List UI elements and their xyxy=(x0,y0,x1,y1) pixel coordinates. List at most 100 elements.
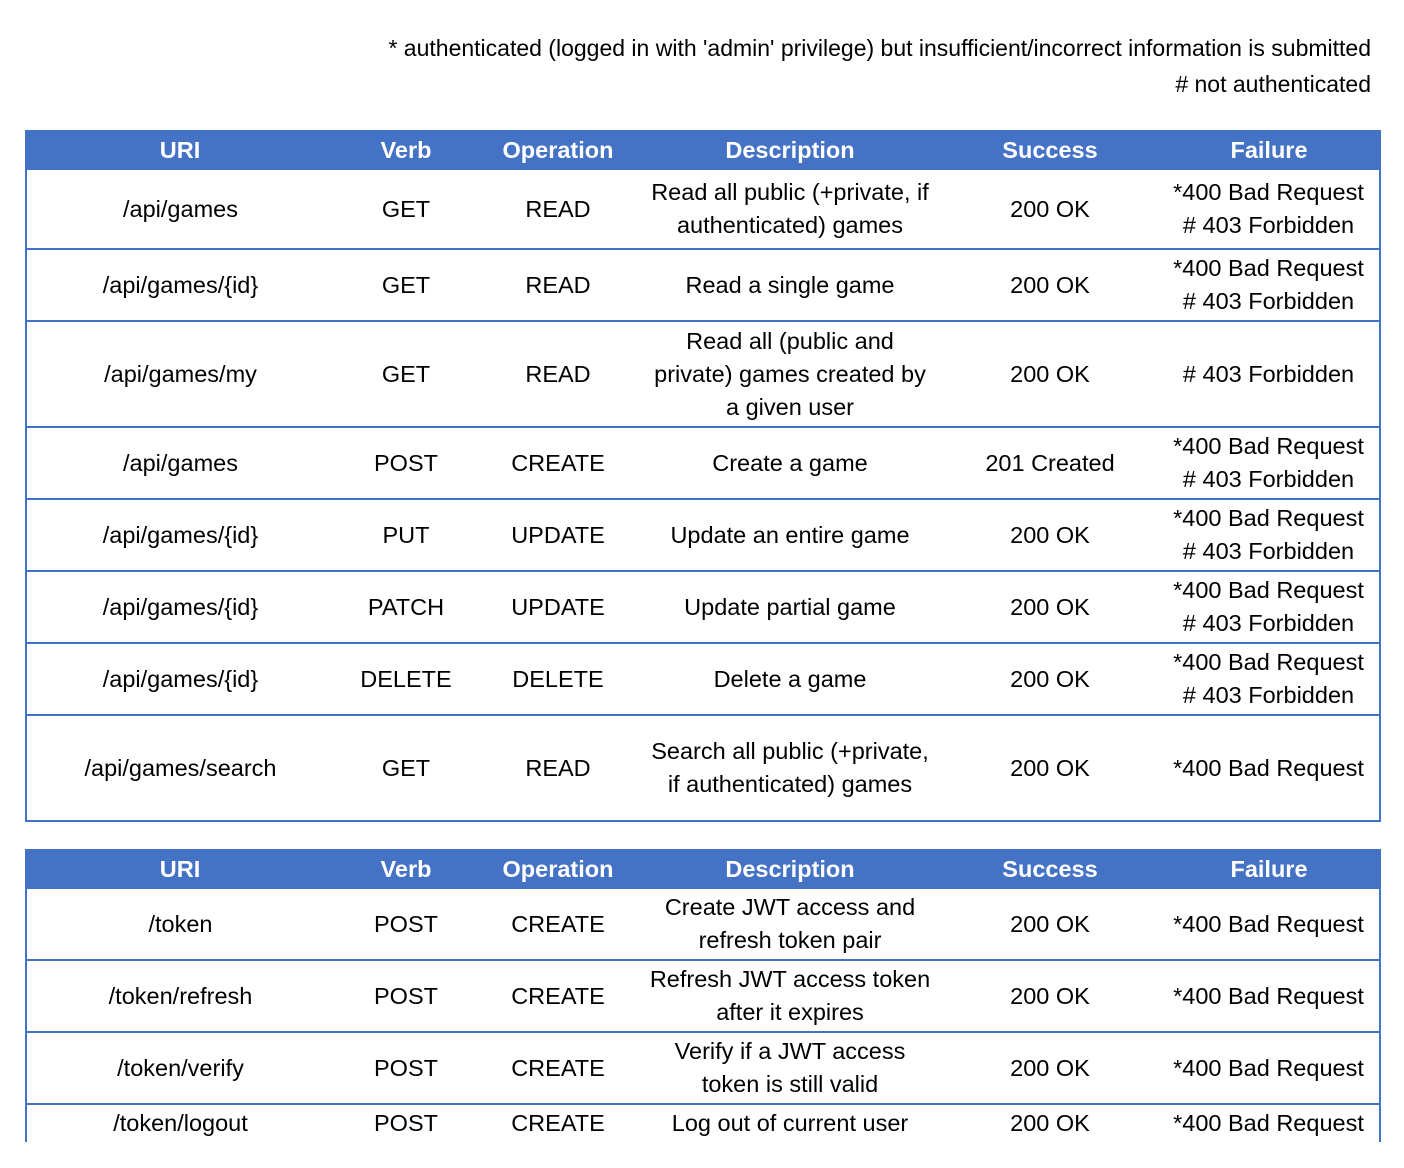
description-cell: Read a single game xyxy=(638,248,942,322)
success-cell: 200 OK xyxy=(942,570,1158,644)
description-cell: Read all (public and private) games creat… xyxy=(638,320,942,428)
operation-cell: READ xyxy=(478,714,638,822)
success-cell: 200 OK xyxy=(942,887,1158,961)
description-cell: Log out of current user xyxy=(638,1103,942,1142)
uri-cell: /token/verify xyxy=(25,1031,334,1105)
failure-cell: *400 Bad Request # 403 Forbidden xyxy=(1158,426,1381,500)
table-row: /api/games/{id} PUT UPDATE Update an ent… xyxy=(25,498,1381,572)
verb-cell: POST xyxy=(334,426,478,500)
operation-cell: UPDATE xyxy=(478,570,638,644)
table-row: /token/refresh POST CREATE Refresh JWT a… xyxy=(25,959,1381,1033)
table-row: /api/games/my GET READ Read all (public … xyxy=(25,320,1381,428)
failure-cell: *400 Bad Request # 403 Forbidden xyxy=(1158,248,1381,322)
table-header-row: URI Verb Operation Description Success F… xyxy=(25,849,1381,889)
success-cell: 200 OK xyxy=(942,498,1158,572)
verb-cell: GET xyxy=(334,248,478,322)
failure-cell: *400 Bad Request xyxy=(1158,714,1381,822)
verb-cell: GET xyxy=(334,168,478,250)
uri-cell: /api/games/{id} xyxy=(25,642,334,716)
verb-cell: PUT xyxy=(334,498,478,572)
description-cell: Read all public (+private, if authenticat… xyxy=(638,168,942,250)
verb-cell: POST xyxy=(334,1103,478,1142)
operation-cell: CREATE xyxy=(478,426,638,500)
success-cell: 200 OK xyxy=(942,642,1158,716)
operation-cell: CREATE xyxy=(478,887,638,961)
legend: * authenticated (logged in with 'admin' … xyxy=(388,30,1371,102)
header-operation: Operation xyxy=(477,130,639,170)
failure-cell: *400 Bad Request # 403 Forbidden xyxy=(1158,570,1381,644)
table-row: /api/games/search GET READ Search all pu… xyxy=(25,714,1381,822)
verb-cell: GET xyxy=(334,320,478,428)
header-success: Success xyxy=(941,849,1159,889)
failure-cell: *400 Bad Request xyxy=(1158,1103,1381,1142)
operation-cell: READ xyxy=(478,320,638,428)
uri-cell: /api/games/search xyxy=(25,714,334,822)
success-cell: 200 OK xyxy=(942,168,1158,250)
success-cell: 201 Created xyxy=(942,426,1158,500)
uri-cell: /token xyxy=(25,887,334,961)
description-cell: Update an entire game xyxy=(638,498,942,572)
failure-cell: *400 Bad Request xyxy=(1158,887,1381,961)
description-cell: Update partial game xyxy=(638,570,942,644)
uri-cell: /api/games xyxy=(25,426,334,500)
header-uri: URI xyxy=(25,130,335,170)
header-uri: URI xyxy=(25,849,335,889)
success-cell: 200 OK xyxy=(942,248,1158,322)
description-cell: Search all public (+private, if authentic… xyxy=(638,714,942,822)
header-description: Description xyxy=(637,849,943,889)
uri-cell: /token/refresh xyxy=(25,959,334,1033)
failure-cell: *400 Bad Request xyxy=(1158,1031,1381,1105)
success-cell: 200 OK xyxy=(942,1103,1158,1142)
uri-cell: /api/games/{id} xyxy=(25,498,334,572)
uri-cell: /api/games/{id} xyxy=(25,570,334,644)
operation-cell: DELETE xyxy=(478,642,638,716)
table-row: /token/verify POST CREATE Verify if a JW… xyxy=(25,1031,1381,1105)
failure-cell: # 403 Forbidden xyxy=(1158,320,1381,428)
operation-cell: UPDATE xyxy=(478,498,638,572)
failure-cell: *400 Bad Request xyxy=(1158,959,1381,1033)
header-verb: Verb xyxy=(333,130,479,170)
operation-cell: CREATE xyxy=(478,1103,638,1142)
header-failure: Failure xyxy=(1157,130,1381,170)
operation-cell: READ xyxy=(478,248,638,322)
uri-cell: /api/games xyxy=(25,168,334,250)
token-api-table: URI Verb Operation Description Success F… xyxy=(25,849,1381,1142)
header-verb: Verb xyxy=(333,849,479,889)
uri-cell: /token/logout xyxy=(25,1103,334,1142)
verb-cell: DELETE xyxy=(334,642,478,716)
uri-cell: /api/games/my xyxy=(25,320,334,428)
success-cell: 200 OK xyxy=(942,320,1158,428)
header-description: Description xyxy=(637,130,943,170)
verb-cell: PATCH xyxy=(334,570,478,644)
success-cell: 200 OK xyxy=(942,1031,1158,1105)
table-header-row: URI Verb Operation Description Success F… xyxy=(25,130,1381,170)
table-row: /api/games GET READ Read all public (+pr… xyxy=(25,168,1381,250)
table-row: /api/games/{id} DELETE DELETE Delete a g… xyxy=(25,642,1381,716)
description-cell: Verify if a JWT access token is still val… xyxy=(638,1031,942,1105)
success-cell: 200 OK xyxy=(942,959,1158,1033)
description-cell: Refresh JWT access token after it expires xyxy=(638,959,942,1033)
uri-cell: /api/games/{id} xyxy=(25,248,334,322)
header-failure: Failure xyxy=(1157,849,1381,889)
failure-cell: *400 Bad Request # 403 Forbidden xyxy=(1158,498,1381,572)
table-row: /token/logout POST CREATE Log out of cur… xyxy=(25,1103,1381,1142)
table-row: /api/games POST CREATE Create a game 201… xyxy=(25,426,1381,500)
description-cell: Create JWT access and refresh token pair xyxy=(638,887,942,961)
verb-cell: POST xyxy=(334,887,478,961)
operation-cell: READ xyxy=(478,168,638,250)
table-row: /token POST CREATE Create JWT access and… xyxy=(25,887,1381,961)
description-cell: Delete a game xyxy=(638,642,942,716)
table-row: /api/games/{id} GET READ Read a single g… xyxy=(25,248,1381,322)
verb-cell: GET xyxy=(334,714,478,822)
operation-cell: CREATE xyxy=(478,1031,638,1105)
verb-cell: POST xyxy=(334,1031,478,1105)
success-cell: 200 OK xyxy=(942,714,1158,822)
operation-cell: CREATE xyxy=(478,959,638,1033)
failure-cell: *400 Bad Request # 403 Forbidden xyxy=(1158,168,1381,250)
legend-authenticated-note: * authenticated (logged in with 'admin' … xyxy=(388,35,1371,61)
games-api-table: URI Verb Operation Description Success F… xyxy=(25,130,1381,822)
legend-not-authenticated-note: # not authenticated xyxy=(1175,71,1371,97)
header-success: Success xyxy=(941,130,1159,170)
failure-cell: *400 Bad Request # 403 Forbidden xyxy=(1158,642,1381,716)
table-row: /api/games/{id} PATCH UPDATE Update part… xyxy=(25,570,1381,644)
